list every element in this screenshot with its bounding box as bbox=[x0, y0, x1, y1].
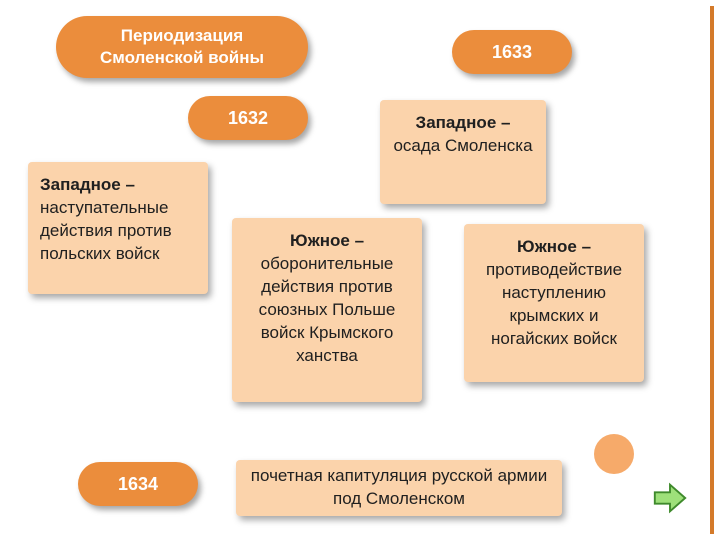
year-1633-label: 1633 bbox=[492, 42, 532, 63]
arrow-right-path bbox=[655, 485, 685, 512]
decor-circle bbox=[594, 434, 634, 474]
card-west-ne-body: осада Смоленска bbox=[393, 136, 532, 155]
card-south-east-strong: Южное – bbox=[517, 237, 591, 256]
year-1632-label: 1632 bbox=[228, 108, 268, 129]
year-pill-1633: 1633 bbox=[452, 30, 572, 74]
slide-canvas: Периодизация Смоленской войны 1632 1633 … bbox=[0, 0, 720, 540]
card-west-nw: Западное – наступательные действия проти… bbox=[28, 162, 208, 294]
card-south-east-body: противодействие наступлению крымских и н… bbox=[486, 260, 622, 348]
card-south-center-strong: Южное – bbox=[290, 231, 364, 250]
card-bottom: почетная капитуляция русской армии под С… bbox=[236, 460, 562, 516]
arrow-right-icon bbox=[651, 479, 689, 517]
card-south-center-body: оборонительные действия против союзных П… bbox=[259, 254, 396, 365]
year-pill-1632: 1632 bbox=[188, 96, 308, 140]
year-pill-1634: 1634 bbox=[78, 462, 198, 506]
next-slide-button[interactable] bbox=[650, 478, 690, 518]
card-south-east: Южное – противодействие наступлению крым… bbox=[464, 224, 644, 382]
card-west-ne-strong: Западное – bbox=[416, 113, 511, 132]
title-text: Периодизация Смоленской войны bbox=[72, 25, 292, 69]
card-south-center: Южное – оборонительные действия против с… bbox=[232, 218, 422, 402]
title-pill: Периодизация Смоленской войны bbox=[56, 16, 308, 78]
card-west-nw-strong: Западное – bbox=[40, 175, 135, 194]
year-1634-label: 1634 bbox=[118, 474, 158, 495]
card-west-nw-body: наступательные действия против польских … bbox=[40, 198, 172, 263]
card-west-ne: Западное – осада Смоленска bbox=[380, 100, 546, 204]
card-bottom-body: почетная капитуляция русской армии под С… bbox=[248, 465, 550, 511]
slide-frame-border bbox=[710, 6, 714, 534]
